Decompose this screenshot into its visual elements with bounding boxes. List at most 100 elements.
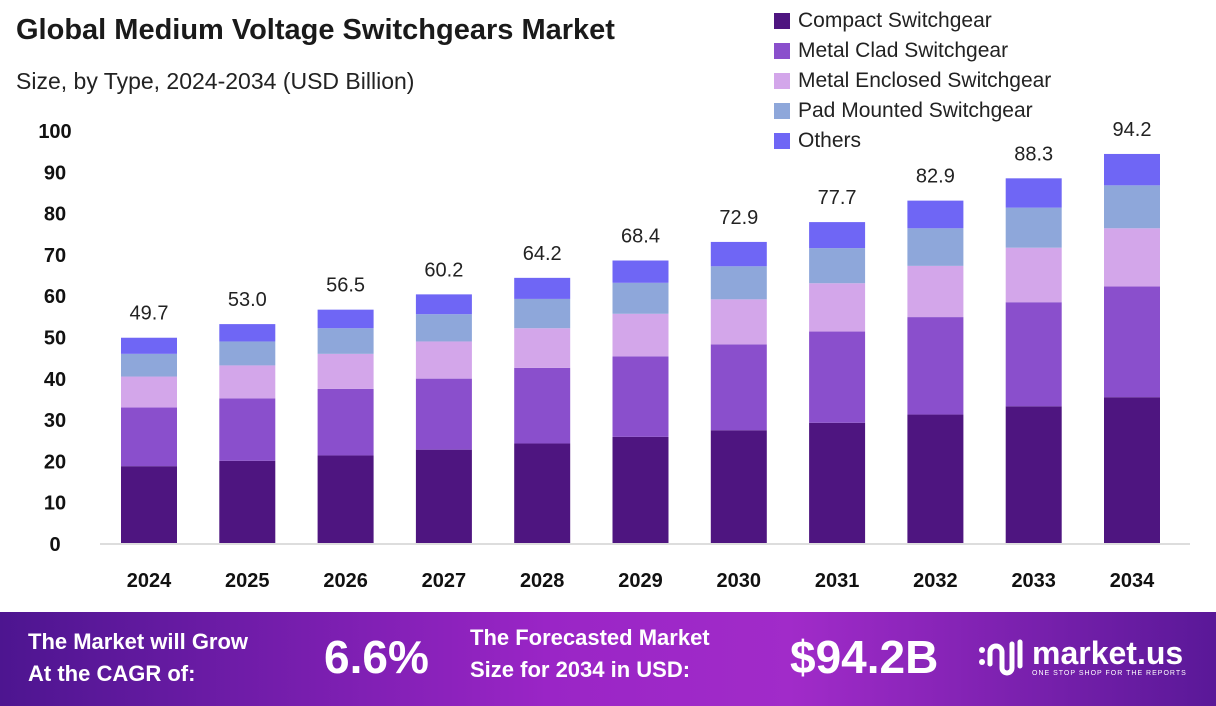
legend-swatch <box>774 103 790 119</box>
cagr-label-line2: At the CAGR of: <box>28 661 196 686</box>
bar-segment-others <box>907 200 964 229</box>
bar-segment-metal-clad-switchgear <box>219 398 276 461</box>
bar-segment-metal-enclosed-switchgear <box>710 299 767 345</box>
x-tick-label: 2033 <box>1011 570 1056 592</box>
bar-segment-metal-clad-switchgear <box>317 388 374 456</box>
bar-segment-metal-clad-switchgear <box>1104 286 1160 398</box>
bar-segment-others <box>415 294 472 315</box>
logo-name: market.us <box>1032 635 1184 671</box>
bar-segment-pad-mounted-switchgear <box>1005 207 1062 248</box>
bar-segment-pad-mounted-switchgear <box>809 248 866 284</box>
bar-total-label: 88.3 <box>1014 143 1053 165</box>
legend-item: Others <box>774 126 1051 156</box>
forecast-value: $94.2B <box>790 631 939 683</box>
bar-segment-metal-clad-switchgear <box>710 344 767 431</box>
bar-total-label: 60.2 <box>424 259 463 281</box>
cagr-label-line1: The Market will Grow <box>28 629 249 654</box>
bar-segment-compact-switchgear <box>809 422 866 543</box>
forecast-label-line1: The Forecasted Market <box>470 625 710 650</box>
cagr-value: 6.6% <box>324 631 429 683</box>
bar-segment-metal-enclosed-switchgear <box>514 328 571 368</box>
legend-label: Others <box>798 129 862 152</box>
bar-total-label: 56.5 <box>326 275 365 297</box>
bar-segment-metal-enclosed-switchgear <box>612 313 669 357</box>
legend-item: Metal Enclosed Switchgear <box>774 66 1051 96</box>
bar-segment-pad-mounted-switchgear <box>121 353 177 377</box>
legend-label: Compact Switchgear <box>798 9 992 32</box>
legend-swatch <box>774 13 790 29</box>
bar-segment-compact-switchgear <box>415 449 472 543</box>
bar-segment-metal-clad-switchgear <box>809 331 866 423</box>
x-tick-label: 2034 <box>1110 570 1155 592</box>
bar-total-label: 64.2 <box>523 243 562 265</box>
market-us-logo: market.us ONE STOP SHOP FOR THE REPORTS <box>976 634 1187 678</box>
bar-segment-metal-enclosed-switchgear <box>219 365 276 399</box>
bar-segment-compact-switchgear <box>121 466 177 543</box>
forecast-label-line2: Size for 2034 in USD: <box>470 657 691 682</box>
x-tick-label: 2032 <box>913 570 958 592</box>
bar-segment-metal-clad-switchgear <box>612 356 669 437</box>
legend-item: Compact Switchgear <box>774 6 1051 36</box>
x-tick-label: 2026 <box>323 570 368 592</box>
x-tick-label: 2031 <box>815 570 860 592</box>
bar-segment-metal-clad-switchgear <box>1005 302 1062 407</box>
legend-swatch <box>774 43 790 59</box>
y-tick-label: 70 <box>44 245 66 267</box>
bar-segment-compact-switchgear <box>514 443 571 543</box>
bar-segment-compact-switchgear <box>612 436 669 543</box>
bar-segment-metal-enclosed-switchgear <box>809 283 866 332</box>
bar-segment-metal-enclosed-switchgear <box>1005 247 1062 303</box>
bar-segment-compact-switchgear <box>710 430 767 543</box>
bar-segment-metal-enclosed-switchgear <box>121 376 177 408</box>
bar-segment-metal-enclosed-switchgear <box>415 341 472 379</box>
bar-segment-others <box>317 309 374 329</box>
bar-total-label: 53.0 <box>228 289 267 311</box>
bar-segment-others <box>809 222 866 249</box>
x-tick-label: 2025 <box>225 570 270 592</box>
bar-segment-metal-clad-switchgear <box>121 407 177 467</box>
x-tick-label: 2029 <box>618 570 663 592</box>
chart-subtitle: Size, by Type, 2024-2034 (USD Billion) <box>16 68 415 94</box>
bar-segment-compact-switchgear <box>907 414 964 543</box>
bar-segment-metal-enclosed-switchgear <box>1104 228 1160 287</box>
bar-total-label: 72.9 <box>719 207 758 229</box>
bar-segment-pad-mounted-switchgear <box>415 314 472 342</box>
y-tick-label: 100 <box>38 121 71 143</box>
legend-item: Metal Clad Switchgear <box>774 36 1051 66</box>
bar-segment-others <box>710 241 767 267</box>
bar-segment-pad-mounted-switchgear <box>612 282 669 314</box>
bar-segment-metal-clad-switchgear <box>514 367 571 444</box>
bar-segment-pad-mounted-switchgear <box>710 266 767 300</box>
x-tick-label: 2027 <box>422 570 467 592</box>
summary-banner: The Market will Grow At the CAGR of: 6.6… <box>0 612 1216 706</box>
y-tick-label: 20 <box>44 451 66 473</box>
bar-segment-others <box>612 260 669 283</box>
y-tick-label: 90 <box>44 162 66 184</box>
legend-label: Pad Mounted Switchgear <box>798 99 1033 122</box>
legend: Compact Switchgear Metal Clad Switchgear M… <box>774 6 1051 156</box>
bar-segment-pad-mounted-switchgear <box>907 228 964 266</box>
bar-segment-compact-switchgear <box>1005 406 1062 543</box>
y-tick-label: 40 <box>44 369 66 391</box>
x-tick-label: 2030 <box>717 570 762 592</box>
x-tick-label: 2028 <box>520 570 565 592</box>
y-tick-label: 0 <box>49 534 60 556</box>
logo-tagline: ONE STOP SHOP FOR THE REPORTS <box>1032 670 1187 677</box>
bar-segment-pad-mounted-switchgear <box>514 298 571 329</box>
bar-total-label: 68.4 <box>621 226 660 248</box>
bar-segment-pad-mounted-switchgear <box>1104 185 1160 229</box>
bar-segment-metal-clad-switchgear <box>907 317 964 415</box>
bar-segment-others <box>514 277 571 299</box>
stacked-bar-chart: 010203040506070809010049.7202453.0202556… <box>38 119 1190 592</box>
legend-label: Metal Enclosed Switchgear <box>798 69 1052 92</box>
bar-segment-compact-switchgear <box>317 455 374 543</box>
legend-swatch <box>774 73 790 89</box>
y-tick-label: 50 <box>44 328 66 350</box>
bar-segment-others <box>121 337 177 354</box>
bar-total-label: 94.2 <box>1113 119 1152 141</box>
legend-label: Metal Clad Switchgear <box>798 39 1009 62</box>
legend-swatch <box>774 133 790 149</box>
bar-segment-metal-enclosed-switchgear <box>907 265 964 318</box>
y-tick-label: 10 <box>44 493 66 515</box>
bar-segment-compact-switchgear <box>1104 397 1160 543</box>
